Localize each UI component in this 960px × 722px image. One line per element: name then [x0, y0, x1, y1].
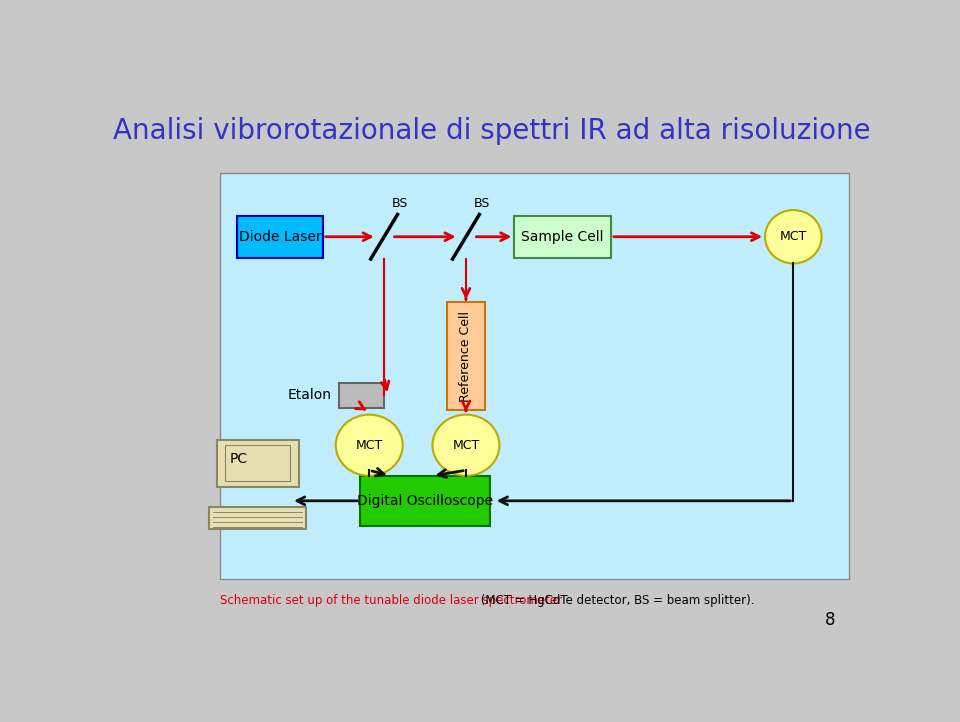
Ellipse shape: [765, 210, 822, 264]
Text: Schematic set up of the tunable diode laser spectrometer: Schematic set up of the tunable diode la…: [221, 594, 563, 607]
Text: Digital Oscilloscope: Digital Oscilloscope: [357, 494, 493, 508]
Text: BS: BS: [473, 197, 490, 210]
FancyBboxPatch shape: [209, 508, 306, 529]
Text: MCT: MCT: [780, 230, 807, 243]
Ellipse shape: [432, 414, 499, 476]
Text: Sample Cell: Sample Cell: [521, 230, 604, 244]
FancyBboxPatch shape: [515, 216, 611, 258]
Text: 8: 8: [826, 612, 836, 630]
Text: MCT: MCT: [355, 439, 383, 452]
Ellipse shape: [336, 414, 403, 476]
FancyBboxPatch shape: [340, 383, 384, 408]
Text: Analisi vibrorotazionale di spettri IR ad alta risoluzione: Analisi vibrorotazionale di spettri IR a…: [113, 117, 871, 145]
FancyBboxPatch shape: [237, 216, 323, 258]
FancyBboxPatch shape: [225, 445, 290, 481]
FancyBboxPatch shape: [217, 440, 299, 487]
Text: PC: PC: [230, 452, 248, 466]
Text: BS: BS: [392, 197, 408, 210]
Text: Diode Laser: Diode Laser: [239, 230, 322, 244]
Text: Reference Cell: Reference Cell: [460, 310, 472, 401]
FancyBboxPatch shape: [221, 173, 849, 578]
FancyBboxPatch shape: [447, 302, 485, 411]
Text: Etalon: Etalon: [288, 388, 332, 402]
FancyBboxPatch shape: [360, 476, 491, 526]
Text: MCT: MCT: [452, 439, 480, 452]
Text: (MCT = HgCdTe detector, BS = beam splitter).: (MCT = HgCdTe detector, BS = beam splitt…: [477, 594, 755, 607]
